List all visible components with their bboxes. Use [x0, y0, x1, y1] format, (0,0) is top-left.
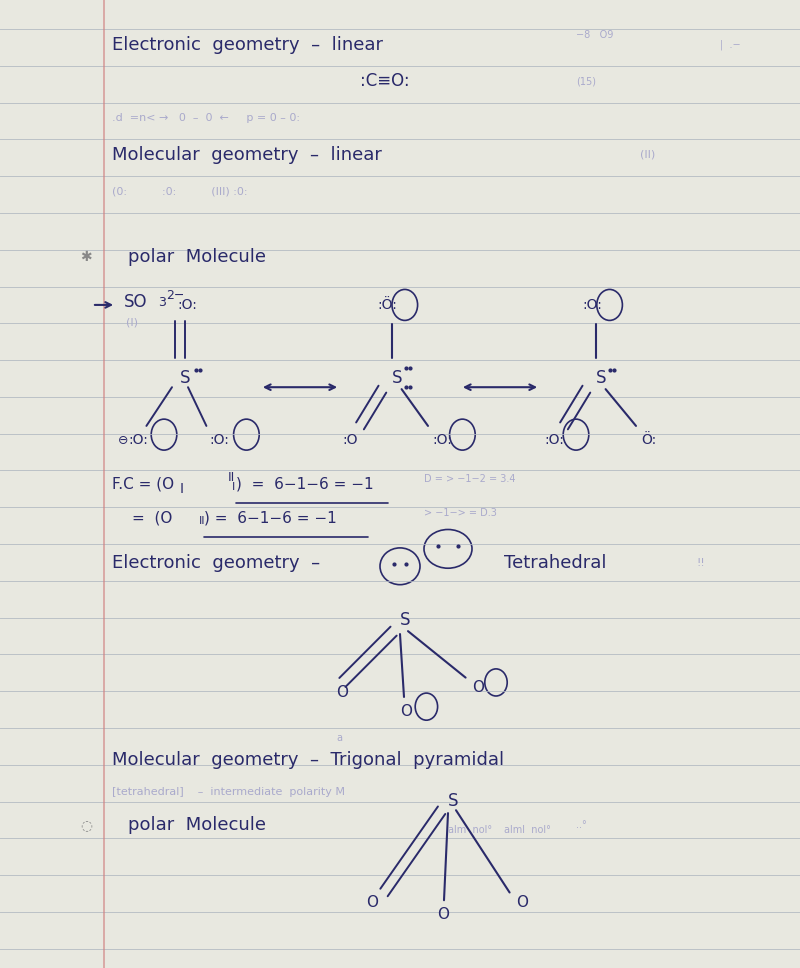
- Text: Molecular  geometry  –  linear: Molecular geometry – linear: [112, 146, 382, 164]
- Text: Electronic  geometry  –  linear: Electronic geometry – linear: [112, 36, 383, 53]
- Text: ⊖: ⊖: [118, 434, 128, 447]
- Text: (0:          :0:          (III) :0:: (0: :0: (III) :0:: [112, 187, 247, 197]
- Text: :C≡O:: :C≡O:: [360, 73, 410, 90]
- Text: polar  Molecule: polar Molecule: [128, 816, 266, 833]
- Text: (I): (I): [126, 318, 138, 327]
- Text: :O: :O: [342, 434, 358, 447]
- Text: ..°: ..°: [576, 820, 586, 830]
- Text: .d  =n< →   0  –  0  ←     p = 0 – 0:: .d =n< → 0 – 0 ← p = 0 – 0:: [112, 113, 300, 123]
- Text: :O:: :O:: [544, 434, 564, 447]
- Text: alml  nol°: alml nol°: [504, 825, 551, 834]
- Text: I: I: [232, 482, 235, 492]
- Text: :O:: :O:: [128, 434, 148, 447]
- Text: > −1−> = D.3: > −1−> = D.3: [424, 508, 497, 518]
- Text: O: O: [400, 704, 412, 719]
- Text: S: S: [400, 611, 410, 628]
- Text: ) =  6−1−6 = −1: ) = 6−1−6 = −1: [204, 510, 337, 526]
- Text: :O:: :O:: [210, 434, 230, 447]
- Text: S: S: [392, 369, 402, 386]
- Text: O: O: [516, 894, 528, 910]
- Text: O: O: [472, 680, 484, 695]
- Text: (15): (15): [576, 76, 596, 86]
- Text: polar  Molecule: polar Molecule: [128, 248, 266, 265]
- Text: alm  nol°: alm nol°: [448, 825, 492, 834]
- Text: Ö:: Ö:: [642, 434, 657, 447]
- Text: Molecular  geometry  –  Trigonal  pyramidal: Molecular geometry – Trigonal pyramidal: [112, 751, 504, 769]
- Text: S: S: [596, 369, 606, 386]
- Text: II: II: [198, 516, 205, 526]
- Text: Electronic  geometry  –: Electronic geometry –: [112, 555, 320, 572]
- Text: O: O: [438, 907, 450, 923]
- Text: D = > −1−2 = 3.4: D = > −1−2 = 3.4: [424, 474, 515, 484]
- Text: −8   O9: −8 O9: [576, 30, 614, 40]
- Text: Tetrahedral: Tetrahedral: [504, 555, 606, 572]
- Text: ✱: ✱: [80, 250, 92, 263]
- Text: SO: SO: [124, 293, 147, 311]
- Text: :O:: :O:: [432, 434, 452, 447]
- Text: |  .−: | .−: [720, 40, 741, 49]
- Text: S: S: [180, 369, 190, 386]
- Text: :Ö:: :Ö:: [378, 298, 398, 312]
- Text: II: II: [228, 470, 235, 484]
- Text: ◌: ◌: [80, 818, 92, 832]
- Text: !!: !!: [696, 559, 705, 568]
- Text: S: S: [448, 792, 458, 809]
- Text: [tetrahedral]    –  intermediate  polarity M: [tetrahedral] – intermediate polarity M: [112, 787, 345, 797]
- Text: )  =  6−1−6 = −1: ) = 6−1−6 = −1: [236, 476, 374, 492]
- Text: I: I: [180, 482, 184, 496]
- Text: =  (O: = (O: [132, 510, 172, 526]
- Text: (II): (II): [640, 150, 655, 160]
- Text: F.C = (O: F.C = (O: [112, 476, 174, 492]
- Text: O: O: [366, 894, 378, 910]
- Text: 3: 3: [158, 295, 166, 309]
- Text: 2−: 2−: [166, 288, 185, 302]
- Text: :O:: :O:: [178, 298, 198, 312]
- Text: a: a: [336, 733, 342, 742]
- Text: :O:: :O:: [582, 298, 602, 312]
- Text: O: O: [336, 684, 348, 700]
